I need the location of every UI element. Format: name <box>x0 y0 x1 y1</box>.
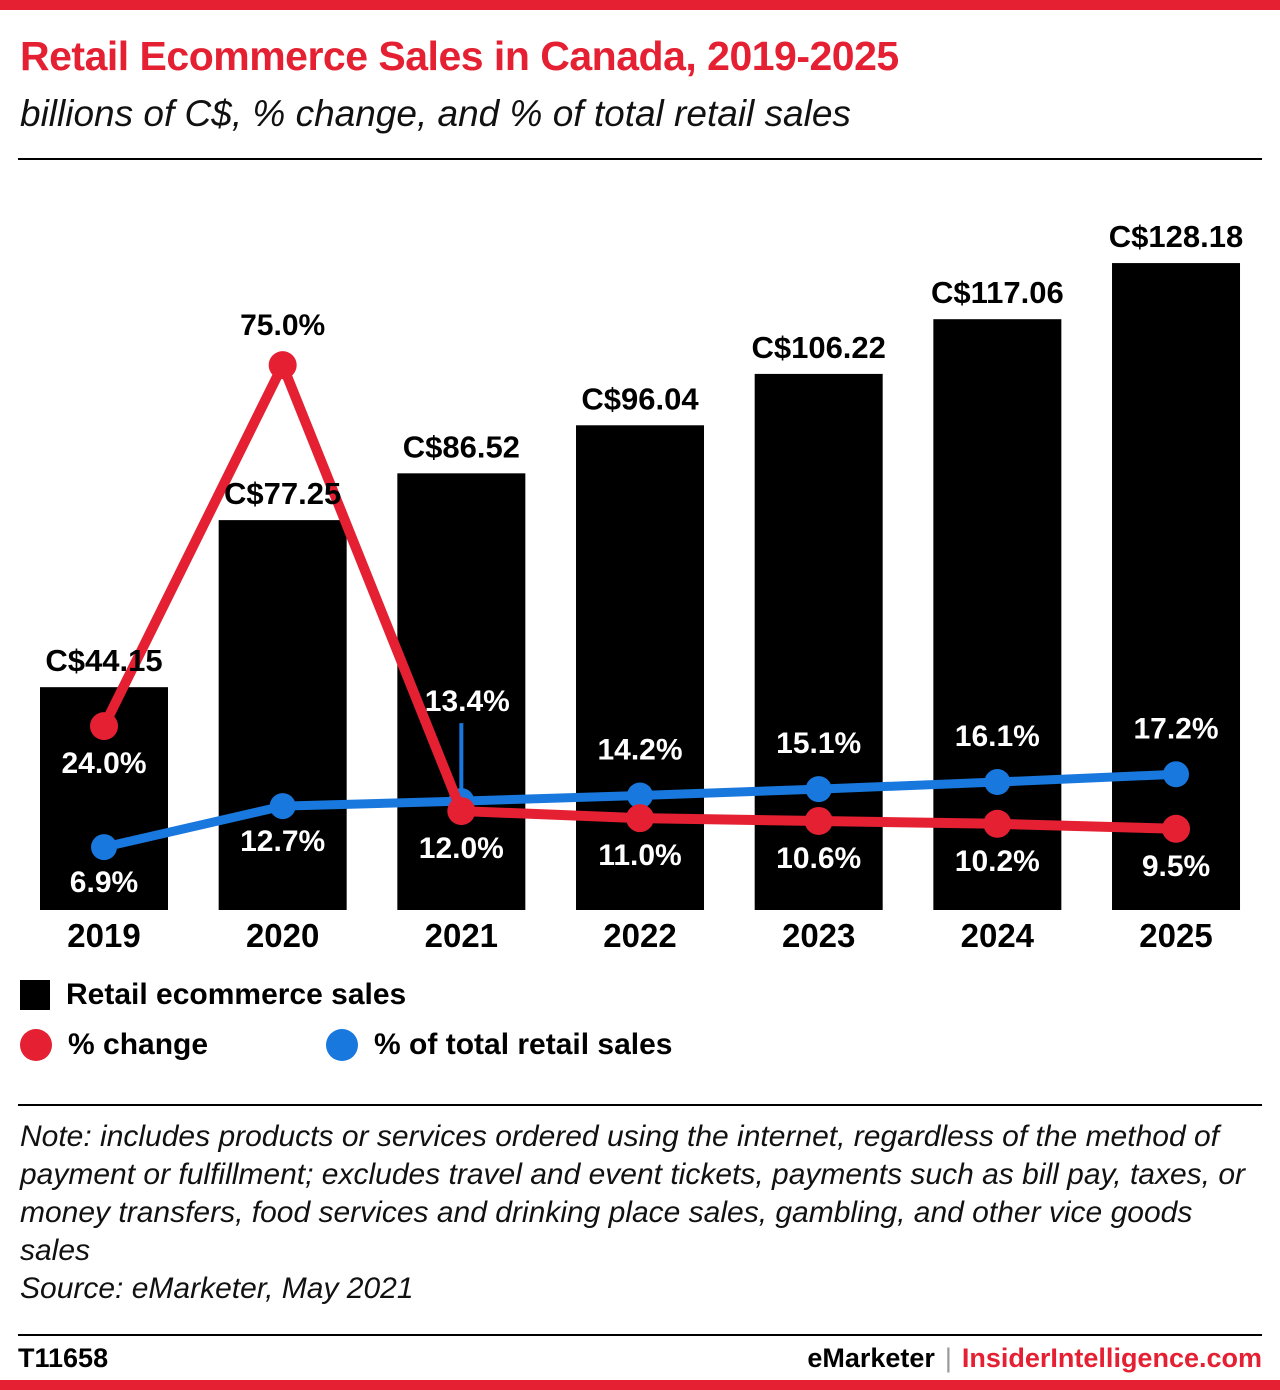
share-label: 17.2% <box>1133 712 1218 745</box>
note-text: Note: includes products or services orde… <box>20 1119 1246 1267</box>
change-point-2019 <box>90 711 118 740</box>
change-label: 10.6% <box>776 842 861 875</box>
change-point-2022 <box>626 803 655 832</box>
bar-value-label: C$86.52 <box>403 429 520 464</box>
share-label: 16.1% <box>955 720 1040 753</box>
bar-swatch-icon <box>20 979 50 1010</box>
page-title: Retail Ecommerce Sales in Canada, 2019-2… <box>20 33 899 79</box>
insider-intelligence-link[interactable]: InsiderIntelligence.com <box>961 1342 1262 1373</box>
header: Retail Ecommerce Sales in Canada, 2019-2… <box>0 10 1280 136</box>
bar-value-label: C$117.06 <box>931 275 1064 310</box>
change-label: 24.0% <box>61 747 146 780</box>
share-point-2024 <box>984 768 1011 795</box>
share-point-2022 <box>627 782 654 809</box>
x-axis-label: 2020 <box>246 917 319 954</box>
change-point-2020 <box>268 350 297 379</box>
bar-value-label: C$77.25 <box>224 476 341 511</box>
share-point-2020 <box>269 792 296 819</box>
share-point-2025 <box>1163 760 1190 787</box>
header-divider <box>18 157 1262 160</box>
bar-2020 <box>218 519 347 910</box>
blue-dot-swatch-icon <box>326 1028 359 1061</box>
bar-2025 <box>1112 262 1241 910</box>
bottom-accent-bar <box>0 1380 1280 1390</box>
bar-value-label: C$44.15 <box>45 643 162 678</box>
legend-item-pct-of-total: % of total retail sales <box>326 1028 672 1062</box>
change-label: 9.5% <box>1142 849 1210 882</box>
share-label: 15.1% <box>776 727 861 760</box>
share-label: 13.4% <box>425 685 510 718</box>
change-label: 75.0% <box>240 309 325 342</box>
bar-2022 <box>576 425 705 910</box>
brand-separator: | <box>944 1342 952 1373</box>
legend-row-2: % change % of total retail sales <box>20 1028 1260 1062</box>
change-point-2023 <box>804 806 833 835</box>
top-accent-bar <box>0 0 1280 10</box>
bar-value-label: C$128.18 <box>1109 219 1243 254</box>
change-label: 12.0% <box>419 832 504 865</box>
chart-id: T11658 <box>18 1342 109 1373</box>
footer-brand-links: eMarketer | InsiderIntelligence.com <box>807 1343 1262 1374</box>
red-dot-swatch-icon <box>20 1028 52 1061</box>
legend-row-1: Retail ecommerce sales <box>20 978 1260 1012</box>
x-axis-label: 2024 <box>961 917 1035 954</box>
legend-label: % of total retail sales <box>374 1027 673 1061</box>
legend: Retail ecommerce sales % change % of tot… <box>0 978 1280 1062</box>
x-axis-label: 2022 <box>603 917 676 954</box>
legend-label: Retail ecommerce sales <box>66 977 407 1011</box>
change-point-2024 <box>983 809 1012 838</box>
share-label: 14.2% <box>597 733 682 766</box>
share-label: 12.7% <box>240 825 325 858</box>
bar-value-label: C$96.04 <box>581 381 699 416</box>
legend-item-ecommerce-sales: Retail ecommerce sales <box>20 978 406 1012</box>
change-label: 10.2% <box>955 845 1040 878</box>
x-axis-label: 2025 <box>1139 917 1212 954</box>
change-point-2021 <box>447 796 476 825</box>
page-subtitle: billions of C$, % change, and % of total… <box>20 93 851 135</box>
legend-label: % change <box>68 1027 209 1061</box>
source-text: Source: eMarketer, May 2021 <box>20 1271 414 1305</box>
change-label: 11.0% <box>598 839 681 872</box>
footer: T11658 eMarketer | InsiderIntelligence.c… <box>18 1334 1262 1380</box>
share-label: 6.9% <box>70 866 138 899</box>
combo-chart: C$44.15 C$77.25 C$86.52 C$96.04 C$106.22 C$11… <box>40 219 1243 954</box>
x-axis-label: 2021 <box>425 917 498 954</box>
change-point-2025 <box>1162 814 1191 843</box>
share-point-2019 <box>91 833 117 860</box>
bar-value-label: C$106.22 <box>751 330 885 365</box>
emarketer-brand: eMarketer <box>807 1342 935 1373</box>
share-point-2023 <box>805 775 832 802</box>
x-axis-label: 2019 <box>67 917 140 954</box>
legend-item-pct-change: % change <box>20 1028 208 1062</box>
x-axis-label: 2023 <box>782 917 855 954</box>
note-block: Note: includes products or services orde… <box>18 1103 1262 1308</box>
